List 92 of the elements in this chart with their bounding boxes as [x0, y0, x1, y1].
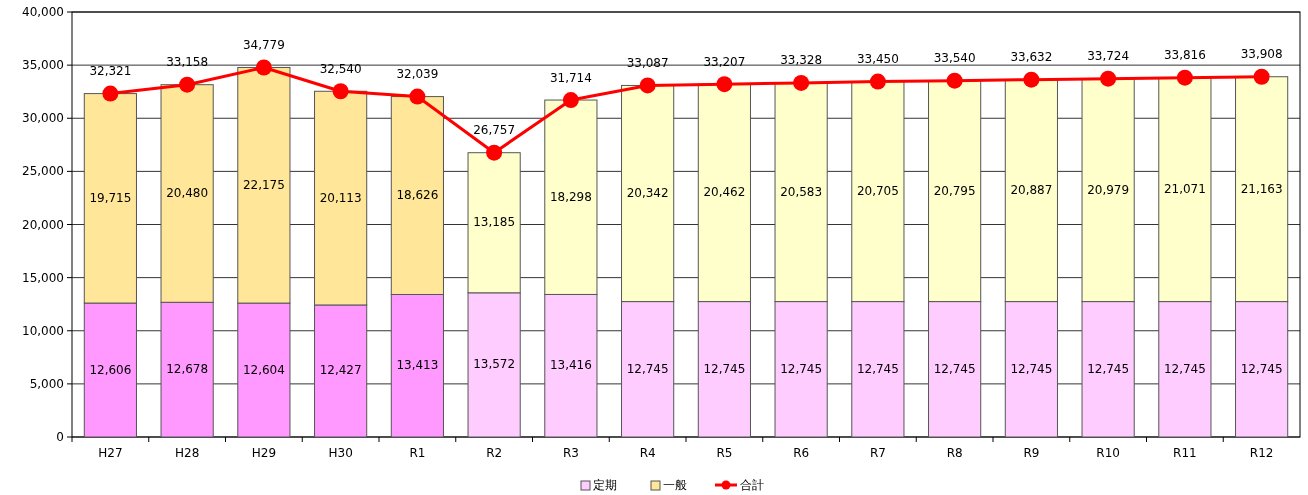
data-label: 12,745 — [856, 361, 899, 376]
x-tick-label: R4 — [639, 445, 656, 460]
data-label: 32,039 — [396, 67, 439, 82]
data-label: 21,163 — [1240, 181, 1283, 196]
point — [793, 74, 810, 91]
data-label: 20,462 — [703, 185, 746, 200]
data-label: 33,328 — [780, 53, 823, 68]
data-label: 20,979 — [1087, 182, 1130, 197]
point — [562, 92, 579, 109]
data-label: 18,626 — [396, 188, 439, 203]
data-label: 20,480 — [166, 186, 209, 200]
data-label: 20,113 — [319, 190, 362, 205]
data-label: 33,632 — [1010, 50, 1053, 65]
data-label: 12,606 — [89, 362, 132, 377]
data-label: 33,087 — [626, 55, 669, 70]
point — [639, 77, 656, 94]
data-label: 34,779 — [242, 37, 285, 52]
data-label: 33,540 — [933, 51, 976, 66]
x-tick-label: H28 — [174, 445, 200, 460]
point — [1100, 70, 1117, 87]
y-tick-label: 25,000 — [22, 163, 64, 178]
legend-label: 合計 — [740, 477, 764, 492]
data-label: 12,745 — [626, 361, 669, 376]
data-label: 26,757 — [473, 123, 516, 138]
x-tick-label: R1 — [409, 445, 426, 460]
data-label: 20,705 — [856, 184, 899, 199]
point — [255, 59, 272, 76]
x-tick-label: R9 — [1023, 445, 1040, 460]
data-label: 12,745 — [933, 361, 976, 376]
data-label: 13,416 — [549, 358, 592, 373]
data-label: 12,745 — [780, 361, 823, 376]
point — [486, 144, 503, 161]
x-tick-label: R6 — [793, 445, 810, 460]
data-label: 20,583 — [780, 184, 823, 199]
data-label: 20,342 — [626, 186, 669, 201]
x-tick-label: R12 — [1249, 445, 1274, 460]
data-label: 12,604 — [242, 362, 285, 377]
data-label: 31,714 — [549, 70, 592, 85]
data-label: 13,185 — [473, 215, 516, 230]
point — [332, 83, 349, 100]
data-label: 20,795 — [933, 183, 976, 198]
point — [869, 73, 886, 90]
x-tick-label: R8 — [946, 445, 963, 460]
x-tick-label: R5 — [716, 445, 733, 460]
data-label: 13,413 — [396, 358, 439, 373]
point — [179, 76, 196, 93]
point — [409, 88, 426, 105]
point — [946, 72, 963, 89]
data-label: 33,450 — [856, 52, 899, 67]
x-tick-label: H29 — [251, 445, 277, 460]
x-tick-label: R3 — [562, 445, 579, 460]
data-label: 13,572 — [473, 357, 516, 372]
legend-label: 定期 — [593, 477, 617, 492]
point — [716, 76, 733, 93]
y-tick-label: 0 — [56, 429, 64, 444]
y-tick-label: 5,000 — [29, 376, 64, 391]
data-label: 12,745 — [1163, 361, 1206, 376]
data-label: 12,745 — [1010, 361, 1053, 376]
x-tick-label: R2 — [486, 445, 503, 460]
point — [1176, 69, 1193, 86]
x-tick-label: R10 — [1096, 445, 1120, 460]
data-label: 18,298 — [549, 189, 592, 204]
point — [102, 85, 119, 102]
data-label: 32,540 — [319, 61, 362, 76]
y-tick-label: 30,000 — [22, 110, 64, 125]
data-label: 20,887 — [1010, 183, 1053, 198]
data-label: 22,175 — [242, 177, 285, 192]
data-label: 33,207 — [703, 54, 746, 69]
data-label: 33,908 — [1240, 47, 1283, 62]
data-label: 12,678 — [166, 362, 209, 377]
x-tick-label: R7 — [869, 445, 886, 460]
data-label: 33,724 — [1087, 49, 1130, 64]
x-tick-label: H27 — [98, 445, 123, 460]
data-label: 32,321 — [89, 64, 132, 79]
data-label: 12,427 — [319, 363, 362, 378]
data-label: 12,745 — [1240, 361, 1283, 376]
x-tick-label: R11 — [1173, 445, 1197, 460]
y-tick-label: 15,000 — [22, 270, 64, 285]
data-label: 12,745 — [703, 361, 746, 376]
y-tick-label: 40,000 — [22, 4, 64, 19]
data-label: 19,715 — [89, 190, 132, 205]
legend-label: 一般 — [663, 477, 687, 492]
data-label: 33,158 — [166, 55, 209, 70]
y-tick-label: 10,000 — [22, 323, 64, 338]
y-tick-label: 20,000 — [22, 217, 64, 231]
data-label: 33,816 — [1163, 48, 1206, 63]
x-tick-label: H30 — [328, 445, 353, 460]
point — [1253, 68, 1270, 85]
data-label: 21,071 — [1163, 182, 1206, 197]
y-tick-label: 35,000 — [22, 57, 64, 72]
data-label: 12,745 — [1087, 361, 1130, 376]
point — [1023, 71, 1040, 88]
